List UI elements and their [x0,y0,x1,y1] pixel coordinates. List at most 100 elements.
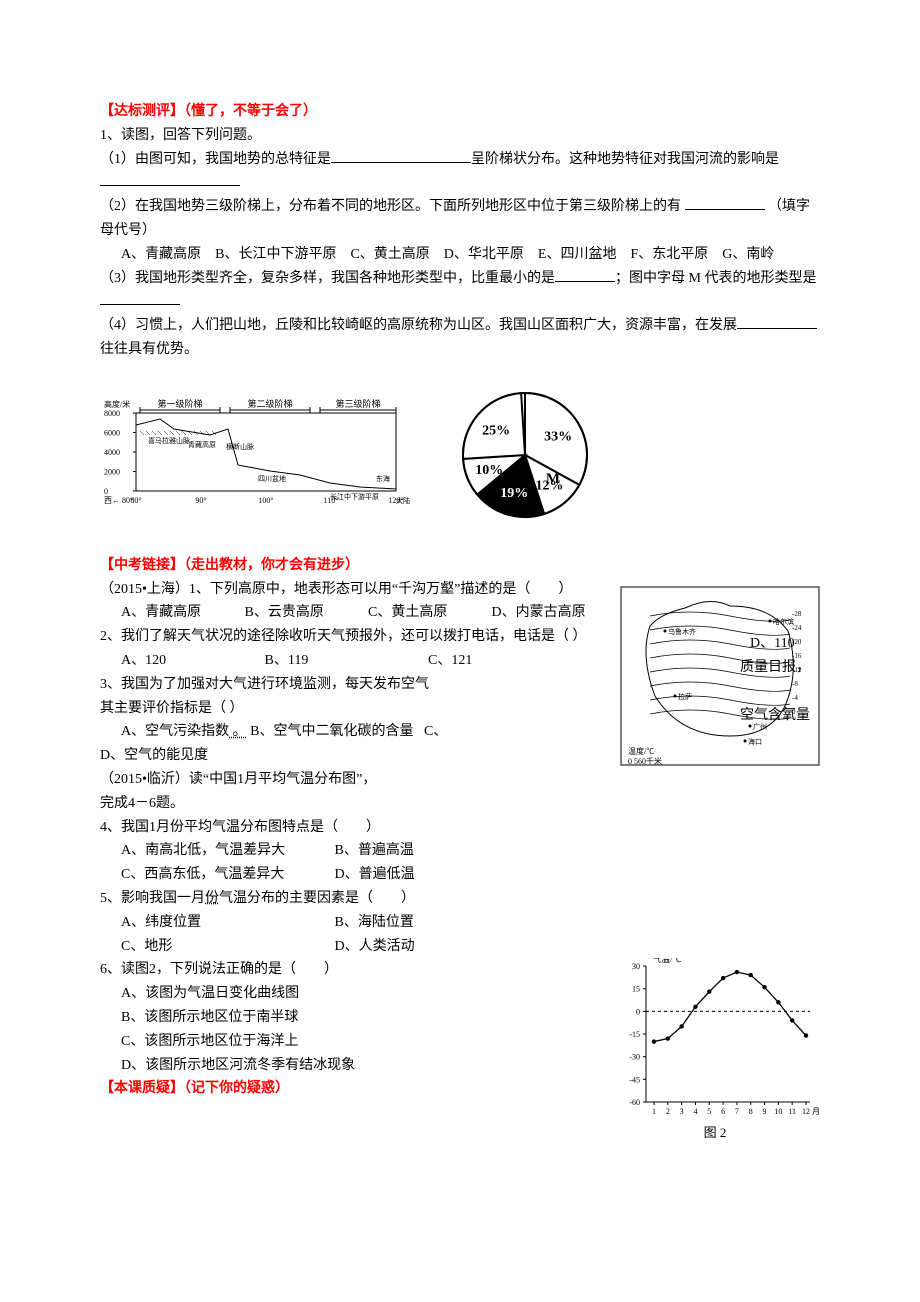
svg-text:5: 5 [707,1107,711,1116]
zk-q1-opt-d[interactable]: D、内蒙古高原 [492,601,586,625]
svg-text:9: 9 [763,1107,767,1116]
svg-text:100°: 100° [258,496,273,505]
svg-text:高度/米: 高度/米 [104,399,130,409]
q1-p2: （2）在我国地势三级阶梯上，分布着不同的地形区。下面所列地形区中位于第三级阶梯上… [100,195,820,243]
zk-q2-opt-b[interactable]: B、119 [265,649,425,673]
svg-text:4000: 4000 [104,448,120,457]
svg-text:0: 0 [104,487,108,496]
section-title-zhongkao: 【中考链接】（走出教材，你才会有进步） [100,554,820,578]
svg-text:-4: -4 [792,694,798,702]
zk-q1-opt-b[interactable]: B、云贵高原 [245,601,365,625]
zk-q3-opt-c-pre: C、 [424,724,447,739]
svg-text:西← 80°: 西← 80° [104,496,133,505]
svg-text:喜马拉雅山脉: 喜马拉雅山脉 [148,436,190,445]
zk-q4-opt-a[interactable]: A、南高北低，气温差异大 [121,839,331,863]
q1-p1: （1）由图可知，我国地势的总特征是呈阶梯状分布。这种地势特征对我国河流的影响是 [100,148,820,196]
zk-q5-options-row2: C、地形 D、人类活动 [100,935,820,959]
q1-stem: 1、读图，回答下列问题。 [100,124,820,148]
svg-text:2000: 2000 [104,467,120,476]
svg-text:温度/℃: 温度/℃ [628,746,654,756]
svg-text:大陆架: 大陆架 [396,496,410,505]
temperature-chart: 气温/℃30150-15-30-45-60123456789101112月份 [610,958,820,1122]
q1-p2-text: （2）在我国地势三级阶梯上，分布着不同的地形区。下面所列地形区中位于第三级阶梯上… [100,199,681,214]
q1-figures: 高度/米80006000400020000西← 80°第一级阶梯第二级阶梯第三级… [100,370,820,540]
zk-q5-stem-b: 气温分布的主要因素是（ ） [219,891,415,906]
blank-field[interactable] [100,171,240,186]
svg-text:月份: 月份 [812,1106,820,1116]
pie-chart: 33%12%19%10%25%M [440,370,610,540]
svg-text:四川盆地: 四川盆地 [258,474,286,483]
zk-linyi-line1: （2015•临沂）读“中国1月平均气温分布图”， [100,772,376,787]
blank-field[interactable] [100,290,180,305]
temperature-graph-figure: 气温/℃30150-15-30-45-60123456789101112月份 图… [610,958,820,1144]
svg-text:12: 12 [802,1107,810,1116]
svg-text:M: M [546,471,560,487]
zk-q5-opt-b[interactable]: B、海陆位置 [335,911,414,935]
svg-text:-28: -28 [792,610,802,618]
svg-text:2: 2 [666,1107,670,1116]
blank-field[interactable] [737,314,817,329]
zk-q3-opt-a[interactable]: A、空气污染指数 [121,724,229,739]
svg-text:6000: 6000 [104,428,120,437]
zk-q3-stem-right1: 质量日报， [740,656,820,680]
zk-q1-opt-a[interactable]: A、青藏高原 [121,601,241,625]
svg-text:6: 6 [721,1107,725,1116]
q1-p4b-text: 往往具有优势。 [100,342,198,357]
dotted-marker: 。 [229,724,247,739]
svg-text:80°: 80° [130,496,141,505]
svg-text:-30: -30 [629,1053,640,1062]
q6-block: 气温/℃30150-15-30-45-60123456789101112月份 图… [100,958,820,1144]
zk-q5-stem: 5、影响我国一月份气温分布的主要因素是（ ） [100,887,820,911]
svg-text:海口: 海口 [748,737,762,746]
svg-text:11: 11 [788,1107,796,1116]
svg-text:乌鲁木齐: 乌鲁木齐 [668,627,696,636]
svg-text:19%: 19% [500,486,528,501]
dotted-marker: 份 [205,891,219,906]
zk-q3: 3、我国为了加强对大气进行环境监测，每天发布空气 [100,673,600,697]
svg-text:气温/℃: 气温/℃ [652,958,682,964]
zk-q4-opt-b[interactable]: B、普遍高温 [335,839,414,863]
q1-p4a-text: （4）习惯上，人们把山地，丘陵和比较崎岖的高原统称为山区。我国山区面积广大，资源… [100,318,737,333]
svg-text:30: 30 [632,962,640,971]
zk-q4-opt-c[interactable]: C、西高东低，气温差异大 [121,863,331,887]
zk-q5-opt-a[interactable]: A、纬度位置 [121,911,331,935]
q1-p3: （3）我国地形类型齐全，复杂多样，我国各种地形类型中，比重最小的是；图中字母 M… [100,267,820,315]
zk-q5-opt-c[interactable]: C、地形 [121,935,331,959]
svg-text:东海: 东海 [376,474,390,483]
svg-text:长江中下游平原: 长江中下游平原 [330,492,379,501]
zk-q3-opt-b[interactable]: B、空气中二氧化碳的含量 [250,724,413,739]
blank-field[interactable] [555,267,615,282]
svg-text:哈尔滨: 哈尔滨 [773,617,794,626]
svg-text:青藏高原: 青藏高原 [188,440,216,449]
svg-text:-60: -60 [629,1098,640,1107]
zk-q5-stem-a: 5、影响我国一月 [100,891,205,906]
svg-text:25%: 25% [482,423,510,438]
zk-q5-opt-d[interactable]: D、人类活动 [335,935,415,959]
q1-p4: （4）习惯上，人们把山地，丘陵和比较崎岖的高原统称为山区。我国山区面积广大，资源… [100,314,820,362]
zk-linyi-prefix: （2015•临沂）读“中国1月平均气温分布图”， [100,768,820,792]
svg-text:-8: -8 [792,680,798,688]
svg-text:4: 4 [693,1107,697,1116]
zk-q4-stem: 4、我国1月份平均气温分布图特点是（ ） [100,816,820,840]
zk-q1-opt-c[interactable]: C、黄土高原 [368,601,488,625]
blank-field[interactable] [331,148,471,163]
zk-q2-opt-a[interactable]: A、120 [121,649,261,673]
svg-text:拉萨: 拉萨 [678,692,692,701]
zk-q1-prefix: （2015•上海） [100,582,189,597]
zk-q4-opt-d[interactable]: D、普遍低温 [335,863,415,887]
svg-text:10: 10 [774,1107,782,1116]
svg-text:1: 1 [652,1107,656,1116]
temp-chart-caption: 图 2 [610,1122,820,1144]
svg-text:-15: -15 [629,1030,640,1039]
section-title-assessment: 【达标测评】（懂了，不等于会了） [100,100,820,124]
q1-p1b-text: 呈阶梯状分布。这种地势特征对我国河流的影响是 [471,152,779,167]
zk-q2-opt-d[interactable]: D、110 [750,632,820,656]
zk-q1-stem: 1、下列高原中，地表形态可以用“千沟万壑”描述的是（ ） [189,582,572,597]
svg-text:第二级阶梯: 第二级阶梯 [247,398,292,409]
zk-q3-opt-c-post[interactable]: 空气含氧量 [740,704,820,728]
svg-text:90°: 90° [195,496,206,505]
profile-chart: 高度/米80006000400020000西← 80°第一级阶梯第二级阶梯第三级… [100,395,410,515]
zk-q4-options-row2: C、西高东低，气温差异大 D、普遍低温 [100,863,820,887]
blank-field[interactable] [685,195,765,210]
zk-q2-opt-c[interactable]: C、121 [428,649,508,673]
